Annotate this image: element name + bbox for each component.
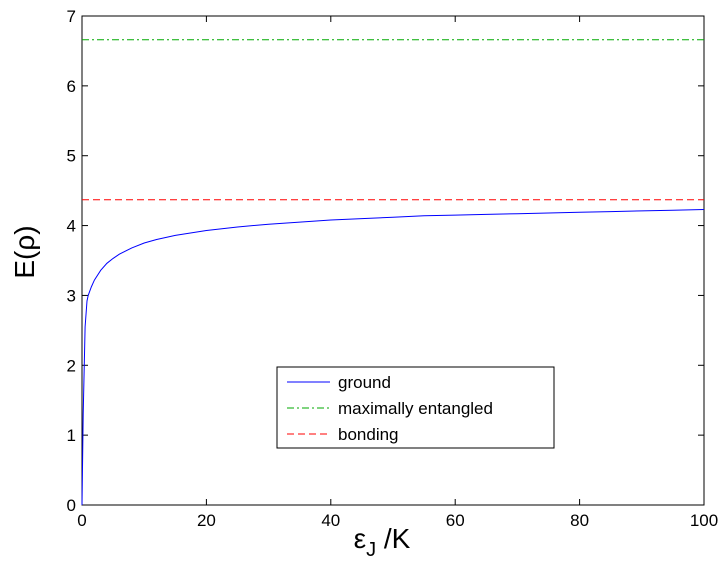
- x-axis-label: εJ /K: [354, 523, 411, 561]
- x-tick-label: 80: [570, 511, 589, 530]
- y-axis-label: E(ρ): [9, 225, 40, 278]
- x-axis-label-rest: /K: [376, 523, 411, 554]
- y-tick-label: 0: [67, 496, 76, 515]
- y-tick-label: 5: [67, 147, 76, 166]
- x-tick-label: 40: [321, 511, 340, 530]
- series-group: [81, 39, 705, 506]
- y-tick-label: 3: [67, 286, 76, 305]
- x-tick-label: 20: [197, 511, 216, 530]
- x-tick-label: 0: [77, 511, 86, 530]
- axis-ticks: 0 20 40 60 80 100 0 1 2 3 4 5 6 7: [67, 7, 719, 530]
- legend: ground maximally entangled bonding: [276, 366, 555, 449]
- series-line-ground: [81, 209, 705, 506]
- plot-frame: [81, 15, 705, 506]
- y-tick-label: 2: [67, 356, 76, 375]
- legend-label-ground: ground: [338, 373, 391, 392]
- x-axis-label-main: ε: [354, 523, 366, 554]
- y-tick-label: 7: [67, 7, 76, 26]
- legend-label-maximally-entangled: maximally entangled: [338, 399, 493, 418]
- x-tick-label: 60: [446, 511, 465, 530]
- legend-label-bonding: bonding: [338, 425, 399, 444]
- y-tick-label: 1: [67, 426, 76, 445]
- y-tick-label: 4: [67, 217, 76, 236]
- y-tick-label: 6: [67, 77, 76, 96]
- x-axis-label-sub: J: [366, 539, 376, 561]
- x-tick-label: 100: [690, 511, 718, 530]
